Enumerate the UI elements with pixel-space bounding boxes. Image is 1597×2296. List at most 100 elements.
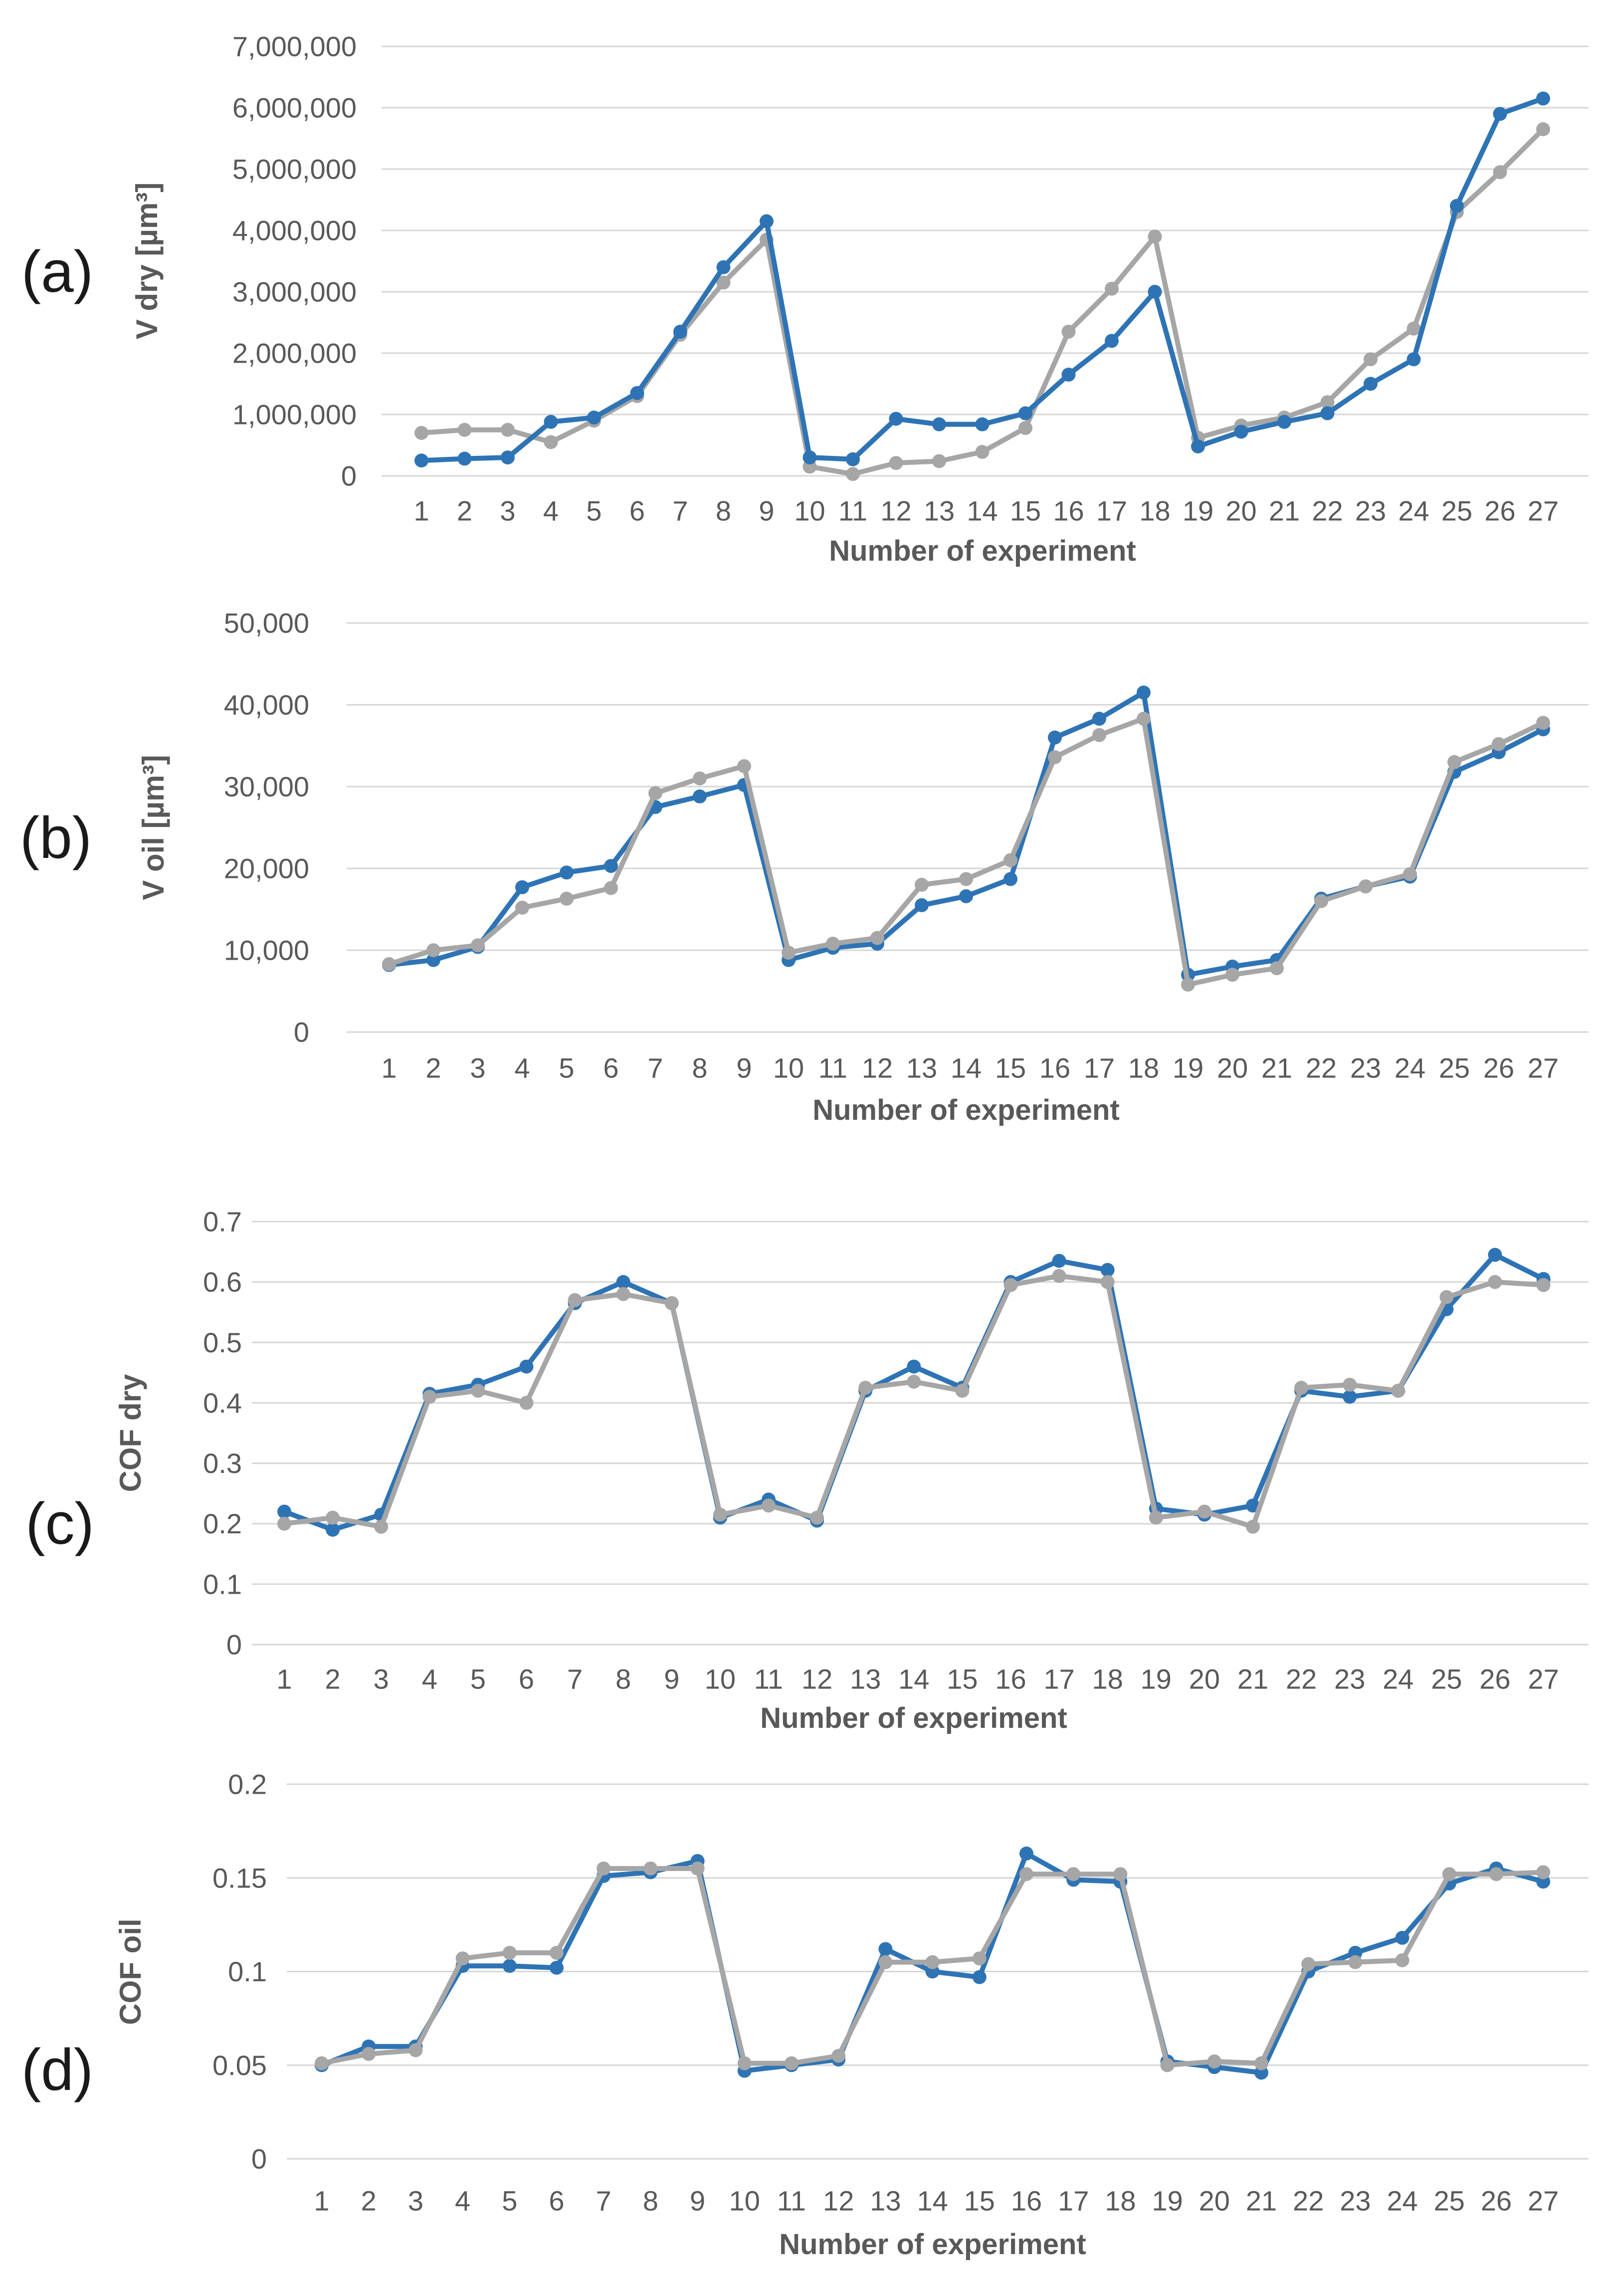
x-tick-label: 22 [1293,2185,1324,2217]
y-tick-label: 0 [294,1017,309,1048]
data-point-marker-gray [1019,1867,1033,1881]
x-tick-label: 5 [559,1052,574,1084]
x-tick-label: 1 [314,2185,329,2217]
x-tick-label: 23 [1334,1664,1365,1695]
data-point-marker-gray [455,1951,470,1966]
x-tick-label: 9 [759,495,774,527]
data-point-marker-gray [422,1390,437,1404]
data-point-marker-blue [1406,352,1421,367]
data-point-marker-gray [1492,737,1506,751]
x-tick-label: 11 [777,2185,806,2217]
data-point-marker-gray [1149,1510,1163,1525]
y-tick-label: 0.2 [228,1769,267,1800]
x-tick-label: 19 [1183,495,1213,527]
data-point-marker-blue [1191,439,1205,453]
panel-letter-c: (c) [25,1491,94,1557]
x-tick-label: 12 [880,495,911,527]
x-tick-label: 21 [1246,2185,1277,2217]
data-point-marker-gray [604,881,618,895]
data-point-marker-gray [972,1951,987,1966]
data-point-marker-gray [1301,1957,1316,1971]
x-tick-label: 6 [629,495,645,527]
data-point-marker-gray [1052,1269,1066,1283]
x-tick-label: 26 [1483,1052,1514,1084]
x-tick-label: 3 [470,1052,485,1084]
x-tick-label: 5 [586,495,601,527]
data-point-marker-gray [858,1381,873,1395]
data-point-marker-gray [1197,1504,1211,1519]
x-tick-label: 25 [1441,495,1472,527]
data-point-marker-gray [1488,1275,1502,1289]
data-point-marker-blue [760,214,774,228]
y-tick-label: 1,000,000 [232,399,357,430]
data-point-marker-blue [1493,107,1507,121]
chart-plot-d: 00.050.10.150.21 2 3 4 5 6 7 8 9 10 11 12 13 14 15 16 17… [212,1769,1589,2217]
x-tick-label: 7 [596,2185,611,2217]
data-point-marker-blue [1343,1390,1357,1404]
data-point-marker-gray [568,1293,582,1307]
x-tick-label: 14 [898,1664,929,1695]
x-tick-label: 2 [425,1052,441,1084]
x-tick-label: 18 [1128,1052,1159,1084]
x-tick-label: 8 [615,1664,631,1695]
data-point-marker-blue [544,415,558,429]
data-point-marker-gray [870,931,884,945]
y-tick-label: 50,000 [224,608,309,639]
data-point-marker-blue [1246,1498,1260,1513]
series-blue-line [387,690,1546,978]
data-point-marker-blue [1018,406,1032,420]
series-blue-line [419,96,1546,463]
panel-letter-a: (a) [21,239,94,305]
data-point-marker-gray [1489,1867,1503,1881]
data-point-marker-gray [915,877,929,892]
y-tick-label: 10,000 [224,935,309,966]
y-tick-label: 7,000,000 [232,31,357,62]
x-tick-label: 9 [736,1052,752,1084]
x-tick-label: 1 [276,1664,292,1695]
data-point-marker-gray [1359,879,1373,894]
y-tick-label: 0.5 [203,1327,242,1358]
x-tick-label: 4 [543,495,559,527]
x-tick-label: 13 [850,1664,881,1695]
x-tick-label: 26 [1479,1664,1510,1695]
data-point-marker-gray [889,456,903,470]
x-tick-label: 23 [1350,1052,1381,1084]
data-point-marker-gray [1343,1378,1357,1392]
y-tick-label: 0 [341,460,357,492]
x-tick-label: 1 [381,1052,397,1084]
data-point-marker-gray [550,1945,564,1960]
data-point-marker-blue [802,450,817,465]
data-point-marker-blue [1003,872,1017,886]
x-tick-label: 3 [374,1664,389,1695]
data-point-marker-blue [693,789,707,804]
data-point-marker-gray [1536,122,1550,137]
x-tick-label: 10 [773,1052,804,1084]
data-point-marker-blue [426,953,440,967]
x-tick-label: 7 [672,495,688,527]
data-point-marker-gray [374,1519,389,1534]
data-point-marker-blue [1105,334,1119,348]
x-tick-label: 21 [1261,1052,1292,1084]
x-tick-label: 22 [1306,1052,1337,1084]
data-point-marker-gray [1391,1384,1405,1398]
data-point-marker-gray [471,1384,485,1398]
x-tick-label: 17 [1043,1664,1074,1695]
data-point-marker-gray [959,872,973,886]
x-tick-label: 8 [692,1052,707,1084]
y-axis-title-c: COF dry [114,1374,147,1492]
data-point-marker-gray [1314,894,1328,908]
y-tick-label: 0.1 [203,1568,242,1600]
data-point-marker-gray [544,435,558,449]
data-point-marker-gray [1066,1867,1081,1881]
x-axis-title-a: Number of experiment [829,535,1136,567]
x-tick-label: 25 [1439,1052,1470,1084]
data-point-marker-gray [1181,977,1195,992]
y-tick-label: 4,000,000 [232,215,357,246]
data-point-marker-gray [315,2056,329,2071]
x-tick-label: 19 [1141,1664,1172,1695]
chart-plot-c: 00.10.20.30.40.50.60.71 2 3 4 5 6 7 8 9 10 11 12 13 1… [203,1206,1589,1695]
data-point-marker-blue [1234,424,1248,439]
y-tick-label: 2,000,000 [232,338,357,369]
data-point-marker-gray [1447,755,1461,769]
